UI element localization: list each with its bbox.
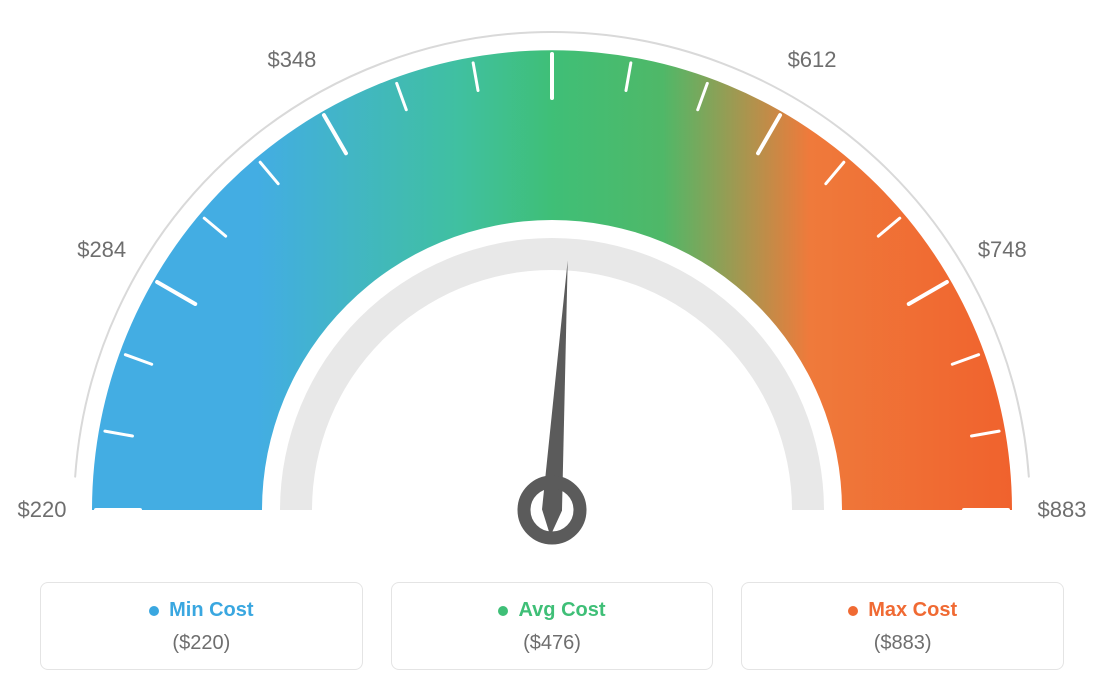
gauge-tick-label: $284 [77,237,126,263]
gauge-tick-label: $612 [788,47,837,73]
gauge-svg [0,0,1104,560]
gauge-chart: $220 $284 $348 $476 $612 $748 $883 [0,0,1104,560]
gauge-tick-label: $883 [1038,497,1087,523]
legend-title-text: Min Cost [169,599,253,622]
dot-icon [498,606,508,616]
legend-title-max: Max Cost [848,599,957,622]
gauge-tick-label: $348 [267,47,316,73]
legend-card-min: Min Cost ($220) [40,582,363,670]
legend-row: Min Cost ($220) Avg Cost ($476) Max Cost… [0,582,1104,670]
legend-title-text: Avg Cost [518,599,605,622]
legend-value-avg: ($476) [402,632,703,655]
legend-title-text: Max Cost [868,599,957,622]
gauge-tick-label: $220 [18,497,67,523]
legend-title-min: Min Cost [149,599,253,622]
legend-card-avg: Avg Cost ($476) [391,582,714,670]
legend-value-max: ($883) [752,632,1053,655]
legend-value-min: ($220) [51,632,352,655]
legend-card-max: Max Cost ($883) [741,582,1064,670]
gauge-tick-label: $476 [528,0,577,3]
dot-icon [149,606,159,616]
legend-title-avg: Avg Cost [498,599,605,622]
dot-icon [848,606,858,616]
gauge-tick-label: $748 [978,237,1027,263]
